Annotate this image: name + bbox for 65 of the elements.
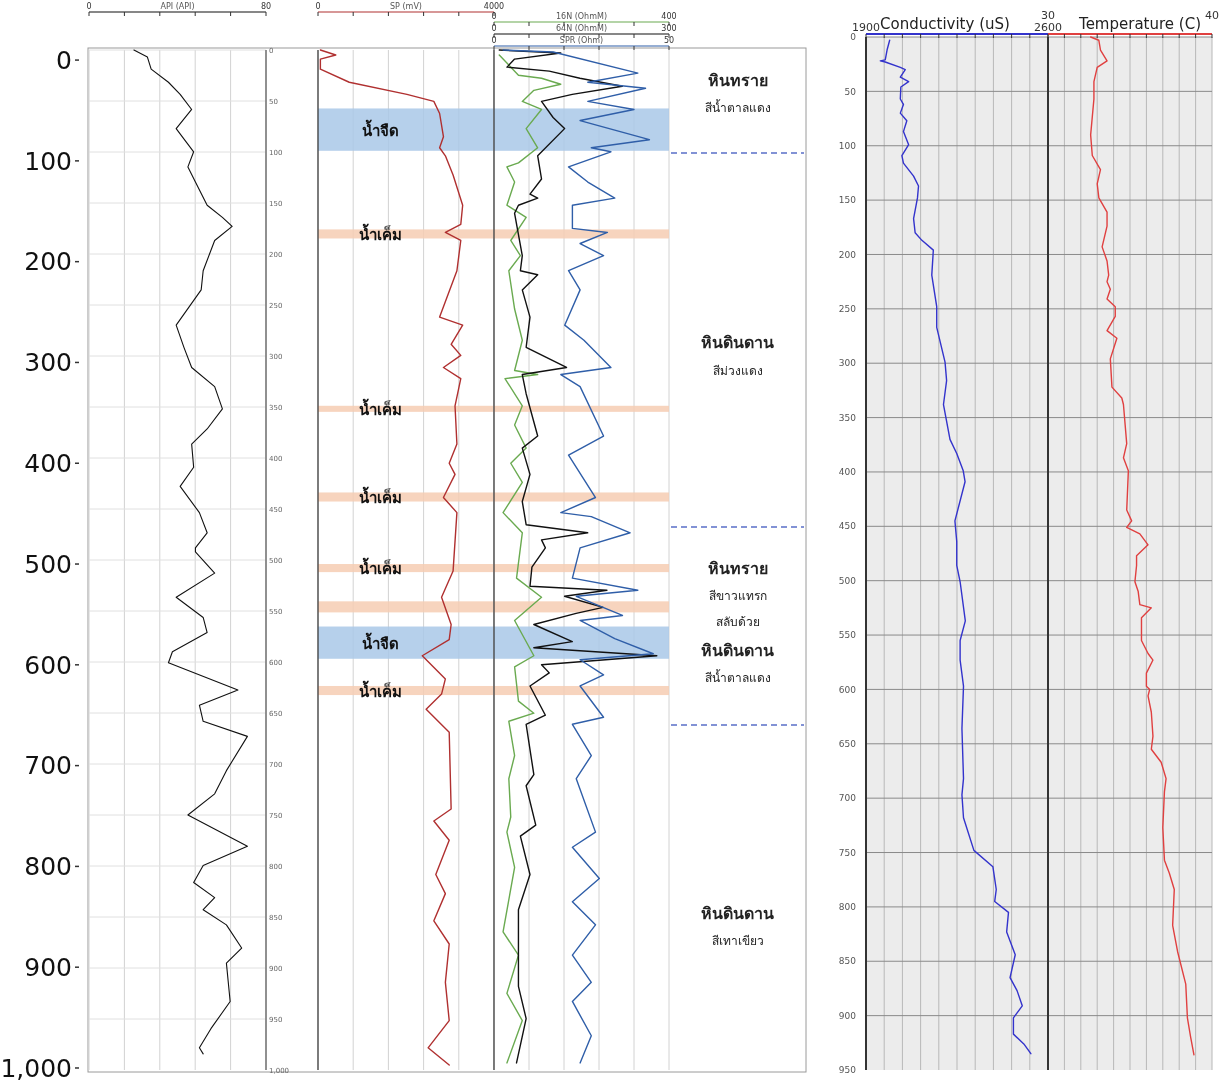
y-tick-label: 700: [24, 751, 72, 781]
y-tick-label: 900: [24, 952, 72, 982]
x2-tick-label: 300: [661, 24, 677, 33]
band-label: น้ำเค็ม: [358, 486, 402, 508]
band-label: น้ำเค็ม: [358, 222, 402, 244]
y-tick-label: 400: [838, 467, 857, 478]
x-tick-label: 40: [1205, 9, 1219, 22]
y-tick-label: 500: [838, 575, 857, 586]
x-tick-label: 0: [315, 2, 321, 11]
y-tick-label: 350: [838, 412, 857, 423]
y-tick-label: 850: [838, 956, 857, 967]
text: สีเทาเขียว: [711, 934, 764, 949]
text: สีม่วงแดง: [712, 364, 763, 379]
x-axis-title: SPR (Ohm): [559, 36, 604, 45]
y-tick-label: 650: [838, 738, 857, 749]
y-tick-label: 550: [838, 630, 857, 641]
text: หินดินดาน: [701, 640, 774, 660]
text: หินดินดาน: [701, 903, 774, 923]
x-tick-label: 4000: [483, 2, 505, 11]
y-tick-label: 500: [24, 549, 72, 579]
y-tick-label: 150: [838, 195, 857, 206]
text: หินทราย: [707, 558, 768, 578]
y-tick-label: 600: [838, 684, 857, 695]
text: หินดินดาน: [701, 332, 774, 352]
y-tick-label: 100: [24, 146, 72, 176]
x-tick-label: 2600: [1034, 21, 1062, 34]
x-tick-label: 80: [260, 2, 272, 11]
y-tick-label: 100: [838, 140, 857, 151]
y-tick-label: 300: [838, 358, 857, 369]
x-tick-label: 400: [661, 12, 677, 21]
y-tick-label: 50: [844, 86, 857, 97]
band-label: น้ำจืด: [361, 631, 399, 653]
band-label: น้ำเค็ม: [358, 397, 402, 419]
y-tick-label: 200: [24, 247, 72, 277]
band-label: น้ำเค็ม: [358, 679, 402, 701]
y-tick-label: 800: [24, 852, 72, 882]
y-tick-label: 400: [24, 448, 72, 478]
y-tick-label: 250: [838, 303, 857, 314]
x-axis-title: SP (mV): [390, 2, 422, 11]
x-axis-title: Conductivity (uS): [880, 15, 1010, 33]
x-tick-label: 0: [491, 12, 497, 21]
x-tick-label: 1900: [852, 21, 880, 34]
band-label: น้ำจืด: [361, 118, 399, 140]
text: สีน้ำตาลแดง: [704, 669, 771, 686]
x-axis-title: API (API): [160, 2, 195, 11]
y-tick-label: 600: [24, 650, 72, 680]
text: สลับด้วย: [715, 615, 760, 630]
text: สีขาวแทรก: [708, 589, 767, 604]
y-tick-label: 950: [838, 1065, 857, 1076]
text: หินทราย: [707, 70, 768, 90]
text: สีน้ำตาลแดง: [704, 99, 771, 116]
y-tick-label: 900: [838, 1010, 857, 1021]
band-label: น้ำเค็ม: [358, 557, 402, 579]
x-axis-title: 16N (OhmM): [555, 12, 608, 21]
y-tick-label: 700: [838, 793, 857, 804]
y-tick-label: 750: [838, 847, 857, 858]
x-axis-title: Temperature (C): [1078, 15, 1201, 33]
x2-axis-title: 64N (OhmM): [555, 24, 608, 33]
y-tick-label: 450: [838, 521, 857, 532]
x-tick-label: 30: [1041, 9, 1055, 22]
x-tick-label: 0: [86, 2, 92, 11]
y-tick-label: 300: [24, 348, 72, 378]
y-tick-label: 800: [838, 902, 857, 913]
y-tick-label: 200: [838, 249, 857, 260]
y-tick-label: 1,000: [0, 1053, 72, 1083]
